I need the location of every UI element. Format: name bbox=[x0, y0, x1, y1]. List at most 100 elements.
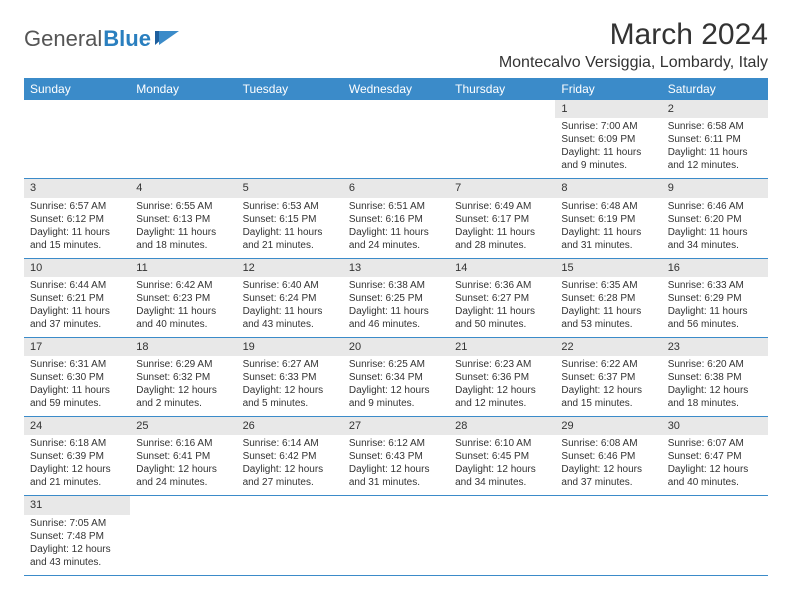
calendar-cell: 11Sunrise: 6:42 AMSunset: 6:23 PMDayligh… bbox=[130, 259, 236, 337]
daylight2-text: and 18 minutes. bbox=[136, 239, 230, 252]
day-number: 11 bbox=[130, 259, 236, 277]
daylight2-text: and 24 minutes. bbox=[136, 476, 230, 489]
daylight2-text: and 34 minutes. bbox=[668, 239, 762, 252]
day-number: 24 bbox=[24, 417, 130, 435]
day-number: 23 bbox=[662, 338, 768, 356]
sunset-text: Sunset: 6:24 PM bbox=[243, 292, 337, 305]
calendar-cell: 20Sunrise: 6:25 AMSunset: 6:34 PMDayligh… bbox=[343, 338, 449, 416]
day-number: 31 bbox=[24, 496, 130, 514]
calendar-cell bbox=[449, 496, 555, 574]
day-body: Sunrise: 6:08 AMSunset: 6:46 PMDaylight:… bbox=[555, 435, 661, 495]
sunrise-text: Sunrise: 6:14 AM bbox=[243, 437, 337, 450]
day-body: Sunrise: 6:44 AMSunset: 6:21 PMDaylight:… bbox=[24, 277, 130, 337]
daylight1-text: Daylight: 12 hours bbox=[136, 384, 230, 397]
calendar-cell: 1Sunrise: 7:00 AMSunset: 6:09 PMDaylight… bbox=[555, 100, 661, 178]
daylight1-text: Daylight: 11 hours bbox=[243, 305, 337, 318]
day-number: 16 bbox=[662, 259, 768, 277]
day-number: 10 bbox=[24, 259, 130, 277]
day-header: Saturday bbox=[662, 78, 768, 100]
daylight1-text: Daylight: 11 hours bbox=[668, 146, 762, 159]
sunset-text: Sunset: 6:47 PM bbox=[668, 450, 762, 463]
sunset-text: Sunset: 7:48 PM bbox=[30, 530, 124, 543]
calendar-cell: 3Sunrise: 6:57 AMSunset: 6:12 PMDaylight… bbox=[24, 179, 130, 257]
daylight2-text: and 28 minutes. bbox=[455, 239, 549, 252]
day-number: 4 bbox=[130, 179, 236, 197]
daylight1-text: Daylight: 11 hours bbox=[243, 226, 337, 239]
calendar-cell: 6Sunrise: 6:51 AMSunset: 6:16 PMDaylight… bbox=[343, 179, 449, 257]
daylight1-text: Daylight: 11 hours bbox=[455, 305, 549, 318]
sunrise-text: Sunrise: 6:23 AM bbox=[455, 358, 549, 371]
daylight1-text: Daylight: 12 hours bbox=[561, 384, 655, 397]
daylight1-text: Daylight: 11 hours bbox=[136, 305, 230, 318]
sunset-text: Sunset: 6:46 PM bbox=[561, 450, 655, 463]
sunset-text: Sunset: 6:17 PM bbox=[455, 213, 549, 226]
sunset-text: Sunset: 6:21 PM bbox=[30, 292, 124, 305]
week-row: 3Sunrise: 6:57 AMSunset: 6:12 PMDaylight… bbox=[24, 179, 768, 258]
daylight1-text: Daylight: 11 hours bbox=[668, 226, 762, 239]
day-header: Sunday bbox=[24, 78, 130, 100]
daylight2-text: and 15 minutes. bbox=[561, 397, 655, 410]
sunset-text: Sunset: 6:34 PM bbox=[349, 371, 443, 384]
daylight2-text: and 46 minutes. bbox=[349, 318, 443, 331]
day-number: 18 bbox=[130, 338, 236, 356]
daylight2-text: and 9 minutes. bbox=[349, 397, 443, 410]
sunrise-text: Sunrise: 6:58 AM bbox=[668, 120, 762, 133]
calendar-cell bbox=[343, 496, 449, 574]
calendar-cell: 31Sunrise: 7:05 AMSunset: 7:48 PMDayligh… bbox=[24, 496, 130, 574]
logo: GeneralBlue bbox=[24, 26, 181, 52]
sunrise-text: Sunrise: 6:55 AM bbox=[136, 200, 230, 213]
day-body: Sunrise: 6:22 AMSunset: 6:37 PMDaylight:… bbox=[555, 356, 661, 416]
day-number: 3 bbox=[24, 179, 130, 197]
daylight2-text: and 43 minutes. bbox=[30, 556, 124, 569]
sunset-text: Sunset: 6:19 PM bbox=[561, 213, 655, 226]
sunrise-text: Sunrise: 6:40 AM bbox=[243, 279, 337, 292]
sunset-text: Sunset: 6:29 PM bbox=[668, 292, 762, 305]
day-body: Sunrise: 6:12 AMSunset: 6:43 PMDaylight:… bbox=[343, 435, 449, 495]
daylight1-text: Daylight: 12 hours bbox=[136, 463, 230, 476]
daylight1-text: Daylight: 12 hours bbox=[349, 463, 443, 476]
sunrise-text: Sunrise: 6:46 AM bbox=[668, 200, 762, 213]
day-body: Sunrise: 6:07 AMSunset: 6:47 PMDaylight:… bbox=[662, 435, 768, 495]
week-row: 17Sunrise: 6:31 AMSunset: 6:30 PMDayligh… bbox=[24, 338, 768, 417]
daylight1-text: Daylight: 11 hours bbox=[30, 384, 124, 397]
calendar-cell bbox=[237, 100, 343, 178]
daylight1-text: Daylight: 12 hours bbox=[668, 463, 762, 476]
day-body: Sunrise: 6:53 AMSunset: 6:15 PMDaylight:… bbox=[237, 198, 343, 258]
calendar-cell: 17Sunrise: 6:31 AMSunset: 6:30 PMDayligh… bbox=[24, 338, 130, 416]
calendar-cell: 23Sunrise: 6:20 AMSunset: 6:38 PMDayligh… bbox=[662, 338, 768, 416]
sunset-text: Sunset: 6:41 PM bbox=[136, 450, 230, 463]
day-header-row: SundayMondayTuesdayWednesdayThursdayFrid… bbox=[24, 78, 768, 100]
day-number: 20 bbox=[343, 338, 449, 356]
day-number: 15 bbox=[555, 259, 661, 277]
calendar-cell: 4Sunrise: 6:55 AMSunset: 6:13 PMDaylight… bbox=[130, 179, 236, 257]
calendar-cell: 27Sunrise: 6:12 AMSunset: 6:43 PMDayligh… bbox=[343, 417, 449, 495]
day-body: Sunrise: 6:25 AMSunset: 6:34 PMDaylight:… bbox=[343, 356, 449, 416]
calendar-cell: 12Sunrise: 6:40 AMSunset: 6:24 PMDayligh… bbox=[237, 259, 343, 337]
day-header: Friday bbox=[555, 78, 661, 100]
sunrise-text: Sunrise: 6:53 AM bbox=[243, 200, 337, 213]
calendar-cell: 2Sunrise: 6:58 AMSunset: 6:11 PMDaylight… bbox=[662, 100, 768, 178]
calendar-cell bbox=[130, 496, 236, 574]
daylight2-text: and 18 minutes. bbox=[668, 397, 762, 410]
title-block: March 2024 Montecalvo Versiggia, Lombard… bbox=[499, 18, 768, 72]
sunrise-text: Sunrise: 6:51 AM bbox=[349, 200, 443, 213]
calendar-cell: 19Sunrise: 6:27 AMSunset: 6:33 PMDayligh… bbox=[237, 338, 343, 416]
sunrise-text: Sunrise: 6:10 AM bbox=[455, 437, 549, 450]
day-header: Monday bbox=[130, 78, 236, 100]
day-body: Sunrise: 6:33 AMSunset: 6:29 PMDaylight:… bbox=[662, 277, 768, 337]
daylight1-text: Daylight: 11 hours bbox=[30, 305, 124, 318]
sunrise-text: Sunrise: 6:18 AM bbox=[30, 437, 124, 450]
sunrise-text: Sunrise: 7:00 AM bbox=[561, 120, 655, 133]
daylight1-text: Daylight: 12 hours bbox=[243, 463, 337, 476]
logo-text-blue: Blue bbox=[103, 26, 151, 52]
calendar-cell: 18Sunrise: 6:29 AMSunset: 6:32 PMDayligh… bbox=[130, 338, 236, 416]
day-header: Thursday bbox=[449, 78, 555, 100]
calendar-cell: 24Sunrise: 6:18 AMSunset: 6:39 PMDayligh… bbox=[24, 417, 130, 495]
daylight1-text: Daylight: 12 hours bbox=[30, 543, 124, 556]
sunset-text: Sunset: 6:27 PM bbox=[455, 292, 549, 305]
daylight2-text: and 43 minutes. bbox=[243, 318, 337, 331]
day-header: Tuesday bbox=[237, 78, 343, 100]
day-body: Sunrise: 6:58 AMSunset: 6:11 PMDaylight:… bbox=[662, 118, 768, 178]
location: Montecalvo Versiggia, Lombardy, Italy bbox=[499, 54, 768, 72]
daylight1-text: Daylight: 12 hours bbox=[243, 384, 337, 397]
